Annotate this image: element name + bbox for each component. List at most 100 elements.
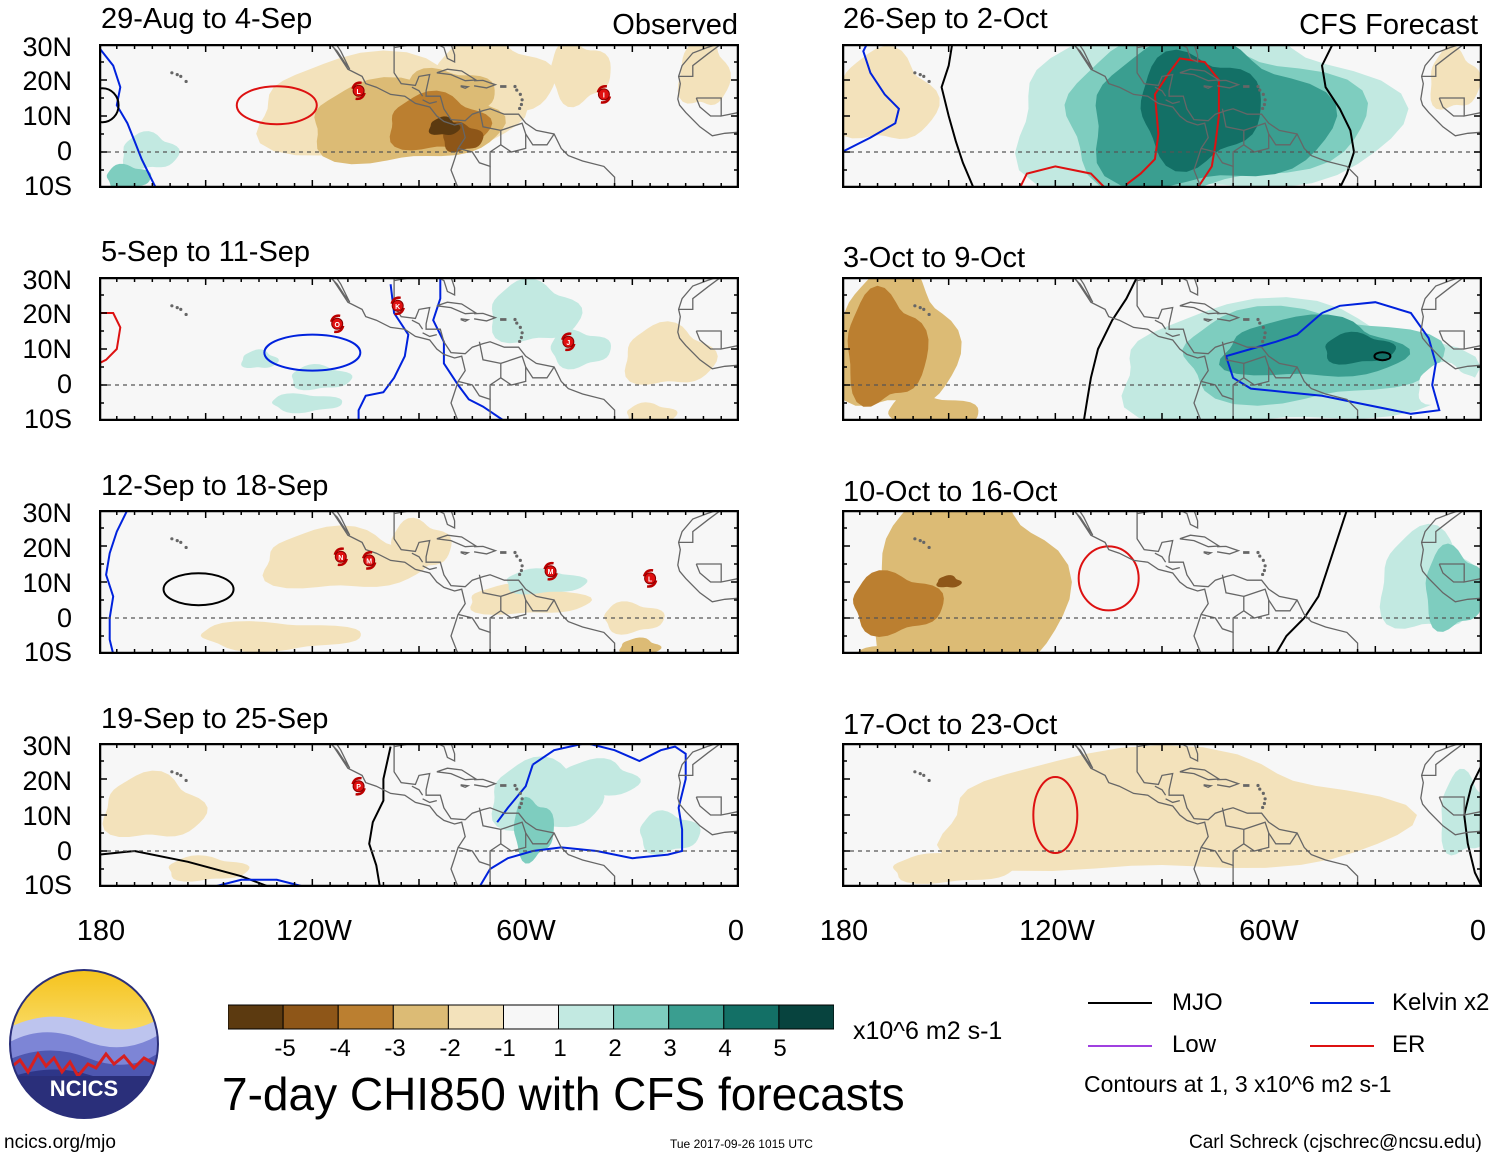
coastline-segment: [1154, 319, 1167, 330]
anomaly-region: [513, 796, 554, 864]
coastline-segment: [1200, 341, 1245, 401]
storm-center: [334, 550, 347, 563]
island: [520, 564, 524, 568]
storm-spiral: [351, 776, 366, 796]
coastline-segment: [1072, 277, 1094, 303]
lat-tick-label: 30N: [22, 32, 72, 62]
island: [1256, 550, 1260, 555]
island: [1261, 339, 1265, 344]
coastline-segment: [473, 312, 498, 322]
coastline-segment: [422, 798, 437, 804]
legend-label-low: Low: [1172, 1031, 1217, 1058]
island: [918, 539, 922, 543]
island: [927, 545, 931, 550]
coastline-segment: [1165, 99, 1180, 105]
anomaly-region: [604, 601, 665, 635]
coastline-segment: [473, 545, 498, 555]
colorbar-segment: [668, 1004, 725, 1030]
anomaly-region: [892, 853, 1015, 884]
coastline-segment: [457, 807, 502, 867]
island: [518, 558, 522, 562]
island: [518, 572, 522, 577]
lat-tick-label: 10N: [22, 101, 72, 131]
island: [913, 304, 917, 308]
island: [918, 772, 922, 776]
lat-tick-label: 20N: [22, 299, 72, 329]
island: [1263, 98, 1267, 102]
coastline-segment: [1243, 600, 1270, 619]
island: [1261, 572, 1265, 577]
contour: [1224, 301, 1441, 415]
contour: [1032, 776, 1079, 854]
colorbar-segment: [613, 1004, 670, 1030]
coastline-segment: [460, 551, 471, 556]
contour: [1320, 44, 1356, 188]
contour: [212, 878, 306, 887]
anomaly-region: [122, 131, 180, 170]
coastline-segment: [1216, 312, 1241, 322]
contour: [1373, 351, 1392, 362]
lat-tick-label: 0: [56, 836, 72, 866]
coastline-segment: [1420, 277, 1482, 370]
contour: [1125, 72, 1170, 186]
coastline-segment: [422, 565, 437, 571]
island: [1258, 787, 1262, 791]
storm-center: [544, 565, 557, 578]
coastline-segment: [1243, 551, 1250, 554]
contour: [478, 743, 687, 887]
coastline-segment: [500, 122, 555, 146]
storm-spiral: [329, 314, 345, 334]
coastline-segment: [1072, 743, 1094, 769]
storm-marker: M: [361, 551, 377, 570]
island: [175, 772, 179, 776]
island: [1258, 554, 1262, 558]
map-panel-observed-1: LI: [99, 44, 739, 188]
colorbar-segment: [723, 1004, 780, 1030]
coastline-segment: [329, 277, 351, 303]
island: [1261, 325, 1265, 329]
colorbar-segment: [447, 1004, 504, 1030]
island: [515, 787, 519, 791]
island: [518, 805, 522, 810]
colorbar-tick-label: -2: [439, 1035, 461, 1062]
coastline-segment: [500, 784, 507, 787]
coastline-segment: [1200, 807, 1245, 867]
island: [1261, 791, 1265, 795]
coastline-segment: [1072, 510, 1094, 536]
coastline-segment: [1243, 784, 1250, 787]
storm-marker: J: [561, 332, 576, 352]
lat-tick-label: 20N: [22, 533, 72, 563]
coastline-segment: [695, 796, 722, 816]
legend-swatch-er: [1310, 1045, 1374, 1047]
anomaly-region: [106, 163, 152, 188]
island: [1261, 106, 1265, 111]
coastline-segment: [1243, 85, 1250, 88]
coastline-segment: [500, 134, 527, 153]
coastline-segment: [1243, 833, 1270, 852]
storm-spiral: [596, 85, 612, 104]
island: [184, 778, 188, 783]
coastline-segment: [500, 600, 527, 619]
lat-tick-label: 10N: [22, 334, 72, 364]
contour: [99, 46, 157, 188]
coastline-segment: [678, 743, 722, 777]
coastline-segment: [473, 79, 498, 89]
coastline-segment: [695, 330, 722, 350]
coastline-segment: [460, 85, 471, 90]
island: [513, 783, 517, 788]
coastline-segment: [1154, 552, 1167, 563]
anomaly-region: [102, 770, 208, 837]
lon-tick-label: 0: [727, 915, 745, 947]
coastline-segment: [329, 44, 466, 188]
island: [184, 312, 188, 317]
island: [520, 331, 524, 335]
anomaly-region: [506, 568, 588, 595]
coastline-segment: [1421, 743, 1465, 777]
panel-title: 19-Sep to 25-Sep: [101, 703, 329, 735]
coastline-segment: [1154, 785, 1167, 796]
coastline-segment: [411, 86, 424, 97]
footer-url[interactable]: ncics.org/mjo: [4, 1132, 116, 1153]
coastline: [170, 44, 739, 188]
coastline-segment: [329, 277, 466, 421]
anomaly-region: [1325, 331, 1396, 365]
